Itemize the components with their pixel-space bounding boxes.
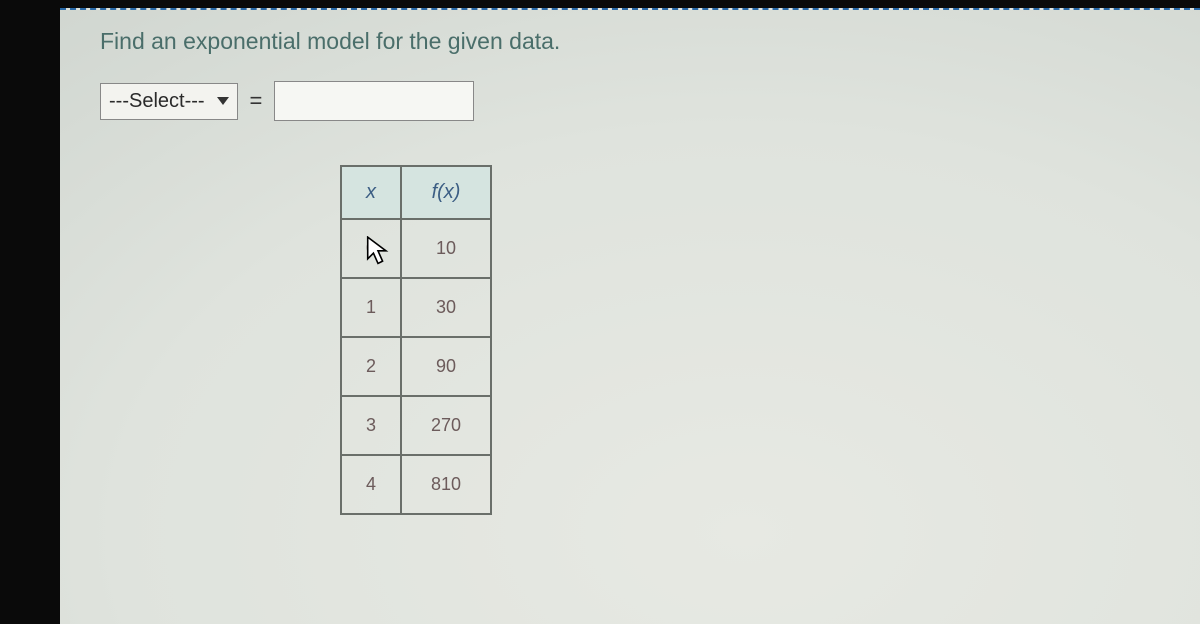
cell-x: 0 <box>341 219 401 278</box>
question-prompt: Find an exponential model for the given … <box>100 28 1180 55</box>
chevron-down-icon <box>217 97 229 105</box>
cell-fx: 90 <box>401 337 491 396</box>
select-placeholder: ---Select--- <box>109 90 205 113</box>
data-table-wrap: x f(x) 0 10 1 30 2 90 <box>340 165 492 515</box>
cell-fx: 10 <box>401 219 491 278</box>
table-header-row: x f(x) <box>341 166 491 219</box>
question-panel: Find an exponential model for the given … <box>60 8 1200 624</box>
cell-fx: 30 <box>401 278 491 337</box>
data-table: x f(x) 0 10 1 30 2 90 <box>340 165 492 515</box>
table-row: 2 90 <box>341 337 491 396</box>
equals-sign: = <box>250 88 263 114</box>
table-row: 3 270 <box>341 396 491 455</box>
expression-input[interactable] <box>274 81 474 121</box>
answer-row: ---Select--- = <box>100 81 1180 121</box>
table-row: 1 30 <box>341 278 491 337</box>
cell-x: 3 <box>341 396 401 455</box>
cell-x: 1 <box>341 278 401 337</box>
table-row: 4 810 <box>341 455 491 514</box>
header-x: x <box>341 166 401 219</box>
cell-x: 4 <box>341 455 401 514</box>
cell-fx: 270 <box>401 396 491 455</box>
table-row: 0 10 <box>341 219 491 278</box>
header-fx: f(x) <box>401 166 491 219</box>
cell-fx: 810 <box>401 455 491 514</box>
model-select[interactable]: ---Select--- <box>100 83 238 120</box>
cell-x: 2 <box>341 337 401 396</box>
